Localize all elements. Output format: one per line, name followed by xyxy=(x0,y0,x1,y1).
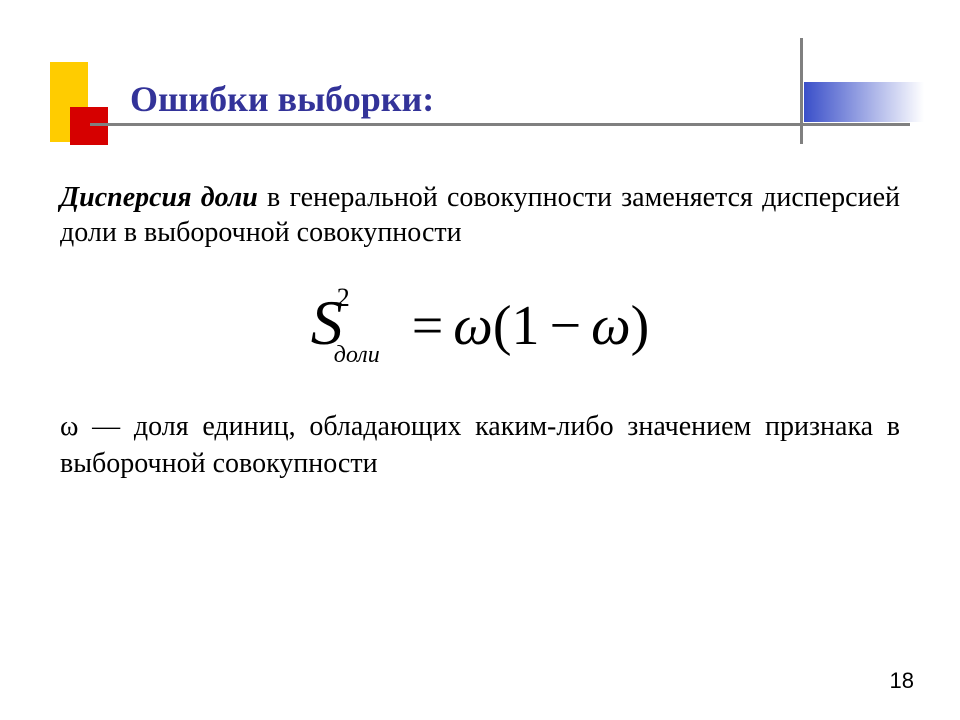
header-blue-gradient xyxy=(804,82,924,122)
paragraph-2-rest: доля единиц, обладающих каким-либо значе… xyxy=(60,411,900,478)
paragraph-2-omega: ω xyxy=(60,411,78,442)
paragraph-2: ω — доля единиц, обладающих каким-либо з… xyxy=(60,409,900,482)
slide-content: Дисперсия доли в генеральной совокупност… xyxy=(60,180,900,482)
formula-one: 1 xyxy=(512,295,540,357)
formula-omega-2: ω xyxy=(591,295,631,357)
formula-sup: 2 xyxy=(337,283,350,312)
formula-sub: доли xyxy=(334,342,380,368)
slide: Ошибки выборки: Дисперсия доли в генерал… xyxy=(0,0,960,720)
accent-red-block xyxy=(70,107,108,145)
paragraph-2-dash: — xyxy=(78,411,133,442)
header-horizontal-line xyxy=(90,123,910,126)
formula: S2доли=ω(1−ω) xyxy=(60,286,900,363)
slide-title: Ошибки выборки: xyxy=(130,78,434,120)
formula-minus: − xyxy=(540,295,592,357)
page-number: 18 xyxy=(890,668,914,694)
paragraph-1-lead: Дисперсия доли xyxy=(60,182,258,213)
paragraph-1: Дисперсия доли в генеральной совокупност… xyxy=(60,180,900,250)
header-vertical-line xyxy=(800,38,803,144)
formula-open-paren: ( xyxy=(493,295,512,357)
formula-omega-1: ω xyxy=(453,295,493,357)
formula-close-paren: ) xyxy=(631,295,650,357)
formula-eq: = xyxy=(402,295,454,357)
